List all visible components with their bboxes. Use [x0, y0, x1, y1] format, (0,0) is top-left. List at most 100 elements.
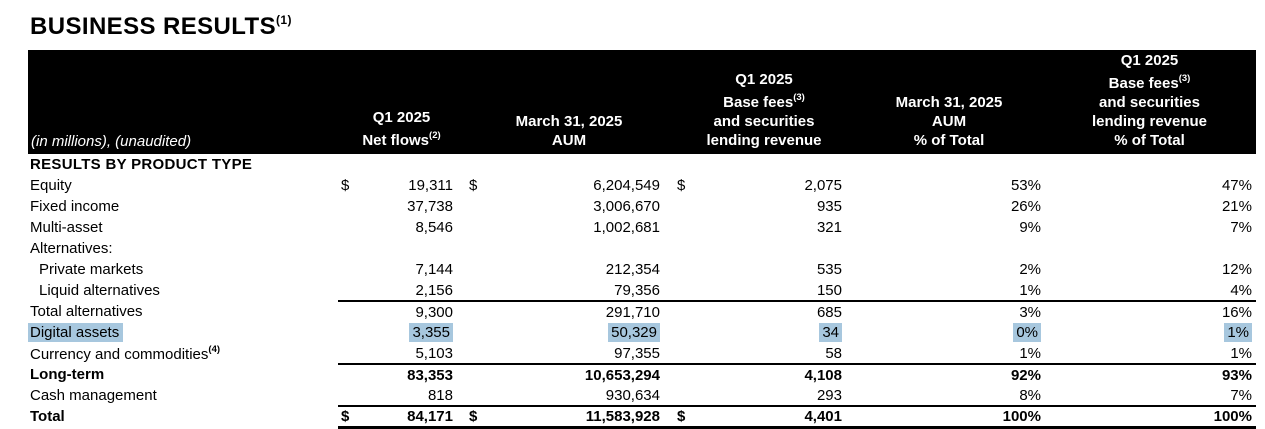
net-flows-value: 9,300 [415, 303, 453, 321]
col-header-net-flows: Q1 2025 Net flows(2) [338, 50, 465, 154]
aum-value: 79,356 [614, 281, 660, 299]
cell-fees-pct-of-total: 100% [1043, 406, 1256, 429]
dollar-sign: $ [677, 177, 686, 194]
column-header-line: AUM [931, 113, 967, 130]
table-row: Multi-asset 8,546 1,002,681 321 9% 7% [28, 217, 1256, 238]
cell-aum: 97,355 [465, 343, 673, 365]
column-header-line: March 31, 2025 [895, 94, 1003, 111]
fees-pct-value: 21% [1221, 198, 1252, 215]
fees-pct-value: 7% [1230, 219, 1252, 236]
fees-pct-value: 16% [1221, 303, 1252, 321]
cell-fees-pct-of-total: 7% [1043, 385, 1256, 407]
cell-fees-pct-of-total: 16% [1043, 301, 1256, 322]
cell-net-flows: $19,311 [338, 175, 465, 196]
cell-aum: 212,354 [465, 259, 673, 280]
row-label: Multi-asset [28, 217, 338, 238]
row-label-text: Total alternatives [30, 303, 143, 320]
cell-base-fees: 293 [673, 385, 855, 407]
table-row: Digital assets 3,355 50,329 34 0% 1% [28, 322, 1256, 343]
base-fees-value: 321 [816, 219, 842, 236]
row-label-text: Currency and commodities [30, 345, 209, 363]
cell-base-fees: $4,401 [673, 406, 855, 429]
cell-fees-pct-of-total: 7% [1043, 217, 1256, 238]
cell-aum-pct-of-total: 0% [855, 322, 1043, 343]
cell-aum-pct-of-total: 8% [855, 385, 1043, 407]
fees-pct-value: 1% [1224, 323, 1252, 342]
cell-aum-pct-of-total: 9% [855, 217, 1043, 238]
net-flows-value: 818 [427, 386, 453, 404]
column-header-line: AUM [551, 132, 587, 149]
cell-aum: 79,356 [465, 280, 673, 302]
aum-value: 212,354 [605, 261, 660, 278]
table-body: RESULTS BY PRODUCT TYPE Equity $19,311 $… [28, 154, 1256, 429]
table-row: Alternatives: [28, 238, 1256, 259]
aum-value: 291,710 [605, 303, 660, 321]
row-label: Long-term [28, 364, 338, 385]
column-header-line: % of Total [1114, 132, 1185, 149]
cell-aum-pct-of-total: 1% [855, 343, 1043, 365]
cell-base-fees [673, 238, 855, 259]
row-label-text: Multi-asset [30, 219, 103, 236]
cell-aum-pct-of-total: 26% [855, 196, 1043, 217]
footnote-marker: (4) [208, 343, 221, 355]
net-flows-value: 84,171 [407, 407, 453, 425]
table-row: Private markets 7,144 212,354 535 2% 12% [28, 259, 1256, 280]
table-row: Equity $19,311 $6,204,549 $2,075 53% 47% [28, 175, 1256, 196]
cell-aum: 10,653,294 [465, 364, 673, 385]
row-label: Alternatives: [28, 238, 338, 259]
aum-value: 11,583,928 [585, 407, 660, 425]
column-header-line: Base fees(3) [1108, 73, 1191, 92]
cell-aum: 930,634 [465, 385, 673, 407]
row-label: Total [28, 406, 338, 427]
aum-value: 1,002,681 [593, 219, 660, 236]
cell-aum-pct-of-total: 53% [855, 175, 1043, 196]
cell-aum: 291,710 [465, 301, 673, 322]
cell-base-fees: 685 [673, 301, 855, 322]
column-header-line: Net flows(2) [362, 130, 441, 149]
cell-net-flows: 37,738 [338, 196, 465, 217]
aum-value: 3,006,670 [593, 198, 660, 215]
cell-aum [465, 238, 673, 259]
net-flows-value: 7,144 [415, 261, 453, 278]
cell-aum-pct-of-total [855, 238, 1043, 259]
base-fees-value: 4,401 [804, 407, 842, 425]
cell-aum: $6,204,549 [465, 175, 673, 196]
aum-pct-value: 0% [1013, 323, 1041, 342]
base-fees-value: 34 [819, 323, 842, 342]
aum-pct-value: 100% [1002, 407, 1041, 425]
row-label: Currency and commodities(4) [28, 343, 338, 364]
cell-aum-pct-of-total: 100% [855, 406, 1043, 429]
base-fees-value: 293 [816, 386, 842, 404]
row-label: Fixed income [28, 196, 338, 217]
cell-net-flows: 8,546 [338, 217, 465, 238]
base-fees-value: 4,108 [804, 366, 842, 384]
section-header-row: RESULTS BY PRODUCT TYPE [28, 154, 1256, 175]
cell-base-fees: 58 [673, 343, 855, 365]
cell-net-flows: 5,103 [338, 343, 465, 365]
cell-net-flows: 7,144 [338, 259, 465, 280]
cell-fees-pct-of-total [1043, 238, 1256, 259]
row-label-text: Cash management [30, 387, 157, 404]
column-header-line: % of Total [913, 132, 985, 149]
row-label: Liquid alternatives [28, 280, 338, 301]
cell-net-flows: 3,355 [338, 322, 465, 343]
cell-base-fees: $2,075 [673, 175, 855, 196]
row-label: Total alternatives [28, 301, 338, 322]
net-flows-value: 5,103 [415, 344, 453, 362]
cell-aum-pct-of-total: 2% [855, 259, 1043, 280]
cell-base-fees: 34 [673, 322, 855, 343]
row-label-text: Liquid alternatives [39, 282, 160, 299]
column-header-line: and securities [1099, 94, 1200, 111]
cell-aum: 50,329 [465, 322, 673, 343]
table-row: Cash management 818 930,634 293 8% 7% [28, 385, 1256, 407]
base-fees-value: 58 [825, 344, 842, 362]
dollar-sign: $ [469, 407, 478, 425]
cell-fees-pct-of-total: 1% [1043, 343, 1256, 365]
col-header-fees-pct-of-total: Q1 2025 Base fees(3) and securities lending… [1043, 50, 1256, 154]
aum-pct-value: 8% [1019, 386, 1041, 404]
base-fees-value: 150 [816, 281, 842, 299]
table-header-row: (in millions), (unaudited) Q1 2025 Net fl… [28, 50, 1256, 154]
cell-aum-pct-of-total: 3% [855, 301, 1043, 322]
cell-fees-pct-of-total: 93% [1043, 364, 1256, 385]
